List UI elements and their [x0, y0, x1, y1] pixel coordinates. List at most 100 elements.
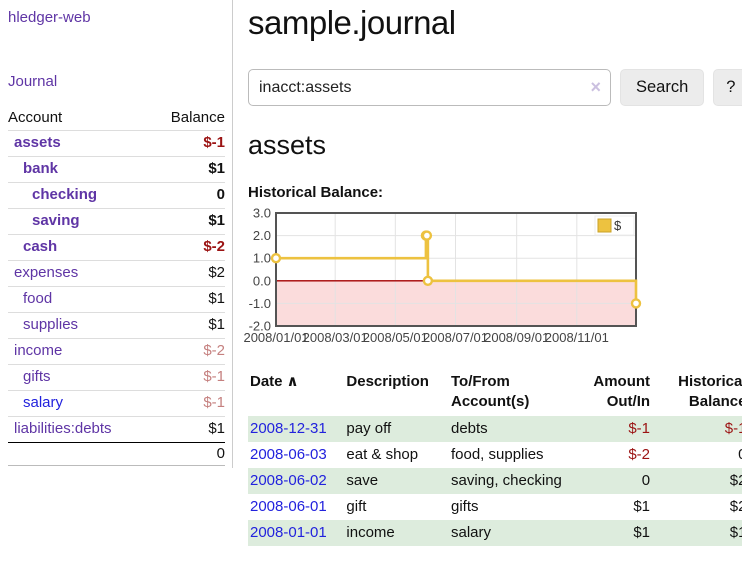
transaction-date-link[interactable]: 2008-01-01 [250, 524, 327, 541]
transaction-balance: $2 [729, 472, 742, 489]
page-title: sample.journal [248, 4, 456, 41]
account-heading: assets [248, 130, 327, 160]
register-table: Date ∧ Description To/From Account(s) Amo… [248, 370, 742, 546]
svg-text:-1.0: -1.0 [249, 296, 271, 311]
transaction-date-link[interactable]: 2008-06-03 [250, 446, 327, 463]
account-link[interactable]: cash [23, 238, 58, 255]
register-header-amount: Amount Out/In [593, 373, 651, 410]
account-row: liabilities:debts $1 [8, 416, 225, 443]
account-link[interactable]: food [23, 290, 53, 307]
svg-text:2008/05/01: 2008/05/01 [363, 330, 428, 345]
accounts-header-account: Account [8, 109, 63, 126]
register-row: 2008-06-03 eat & shop food, supplies $-2… [248, 442, 742, 468]
account-balance: $-1 [150, 364, 225, 391]
svg-text:1.0: 1.0 [253, 251, 271, 266]
register-header-date[interactable]: Date ∧ [250, 373, 299, 390]
transaction-description: gift [346, 498, 367, 515]
accounts-table-body: assets $-1 bank $1 checking 0 saving $1 … [8, 130, 225, 443]
app-title-link[interactable]: hledger-web [8, 9, 91, 26]
transaction-amount: $-1 [628, 420, 651, 437]
svg-text:3.0: 3.0 [253, 206, 271, 221]
register-header-accounts: To/From Account(s) [450, 373, 530, 410]
account-balance: $-1 [150, 390, 225, 417]
account-row: gifts $-1 [8, 364, 225, 391]
sort-ascending-icon: ∧ [286, 373, 299, 390]
legend-swatch [597, 218, 612, 233]
account-row: income $-2 [8, 338, 225, 365]
register-header-row: Date ∧ Description To/From Account(s) Amo… [248, 370, 742, 416]
account-link[interactable]: liabilities:debts [14, 420, 112, 437]
clear-search-icon[interactable]: × [590, 77, 601, 97]
account-balance: $-1 [150, 130, 225, 157]
search-input-wrap: × [248, 69, 611, 106]
account-row: saving $1 [8, 208, 225, 235]
help-button[interactable]: ? [713, 69, 742, 106]
register-row: 2008-12-31 pay off debts $-1 $-1 [248, 416, 742, 442]
search-button[interactable]: Search [620, 69, 705, 106]
account-balance: $1 [150, 286, 225, 313]
transaction-description: pay off [346, 420, 392, 437]
account-link[interactable]: salary [23, 394, 64, 411]
account-row: salary $-1 [8, 390, 225, 417]
register-row: 2008-06-02 save saving, checking 0 $2 [248, 468, 742, 494]
transaction-amount: 0 [641, 472, 651, 489]
register-row: 2008-06-01 gift gifts $1 $2 [248, 494, 742, 520]
transaction-accounts: debts [450, 420, 488, 437]
transaction-description: eat & shop [346, 446, 419, 463]
transaction-balance: $2 [729, 498, 742, 515]
account-balance: $1 [150, 416, 225, 443]
register-row: 2008-01-01 income salary $1 $1 [248, 520, 742, 546]
account-link[interactable]: assets [14, 134, 61, 151]
accounts-total-value: 0 [150, 442, 225, 466]
sidebar: hledger-web Journal Account Balance asse… [0, 0, 233, 468]
account-balance: $-2 [150, 338, 225, 365]
register-header-description: Description [346, 373, 429, 390]
transaction-date-link[interactable]: 2008-06-02 [250, 472, 327, 489]
svg-text:2.0: 2.0 [253, 228, 271, 243]
accounts-total-row: 0 [8, 442, 225, 466]
transaction-accounts: salary [450, 524, 491, 541]
transaction-date-link[interactable]: 2008-12-31 [250, 420, 327, 437]
account-link[interactable]: supplies [23, 316, 79, 333]
account-row: supplies $1 [8, 312, 225, 339]
chart-canvas: 3.0 2.0 1.0 0.0 -1.0 -2.02008/01/012008/03/01… [243, 206, 642, 345]
register-header-balance: Historical Balance [678, 373, 742, 410]
account-link[interactable]: saving [32, 212, 80, 229]
transaction-balance: $-1 [724, 420, 742, 437]
search-form: × Search ? [248, 69, 742, 106]
transaction-balance: $1 [729, 524, 742, 541]
chart-title: Historical Balance: [248, 184, 384, 201]
transaction-date-link[interactable]: 2008-06-01 [250, 498, 327, 515]
account-link[interactable]: income [14, 342, 63, 359]
svg-text:-2.0: -2.0 [249, 319, 271, 334]
account-balance: $1 [150, 156, 225, 183]
accounts-table: Account Balance assets $-1 bank $1 check… [8, 107, 225, 466]
legend-label: $ [614, 218, 622, 233]
account-row: bank $1 [8, 156, 225, 183]
accounts-header-balance: Balance [170, 109, 225, 126]
accounts-table-header-row: Account Balance [8, 107, 225, 131]
svg-text:2008/11/01: 2008/11/01 [545, 330, 609, 345]
transaction-description: save [346, 472, 379, 489]
account-link[interactable]: bank [23, 160, 59, 177]
account-row: cash $-2 [8, 234, 225, 261]
svg-text:2008/01/01: 2008/01/01 [243, 330, 308, 345]
transaction-accounts: saving, checking [450, 472, 562, 489]
account-link[interactable]: checking [32, 186, 98, 203]
transaction-amount: $-2 [628, 446, 651, 463]
account-balance: $-2 [150, 234, 225, 261]
svg-text:2008/07/01: 2008/07/01 [423, 330, 488, 345]
sidebar-item-journal[interactable]: Journal [8, 73, 58, 90]
account-link[interactable]: expenses [14, 264, 79, 281]
account-row: food $1 [8, 286, 225, 313]
svg-text:2008/09/01: 2008/09/01 [484, 330, 549, 345]
historical-balance-chart: 3.0 2.0 1.0 0.0 -1.0 -2.0 2008/01/01 2008/03/01… [243, 206, 648, 349]
account-row: checking 0 [8, 182, 225, 209]
transaction-amount: $1 [633, 524, 651, 541]
svg-text:2008/03/01: 2008/03/01 [303, 330, 368, 345]
search-input[interactable] [248, 69, 611, 106]
account-balance: 0 [150, 182, 225, 209]
account-balance: $2 [150, 260, 225, 287]
transaction-description: income [346, 524, 395, 541]
account-link[interactable]: gifts [23, 368, 51, 385]
